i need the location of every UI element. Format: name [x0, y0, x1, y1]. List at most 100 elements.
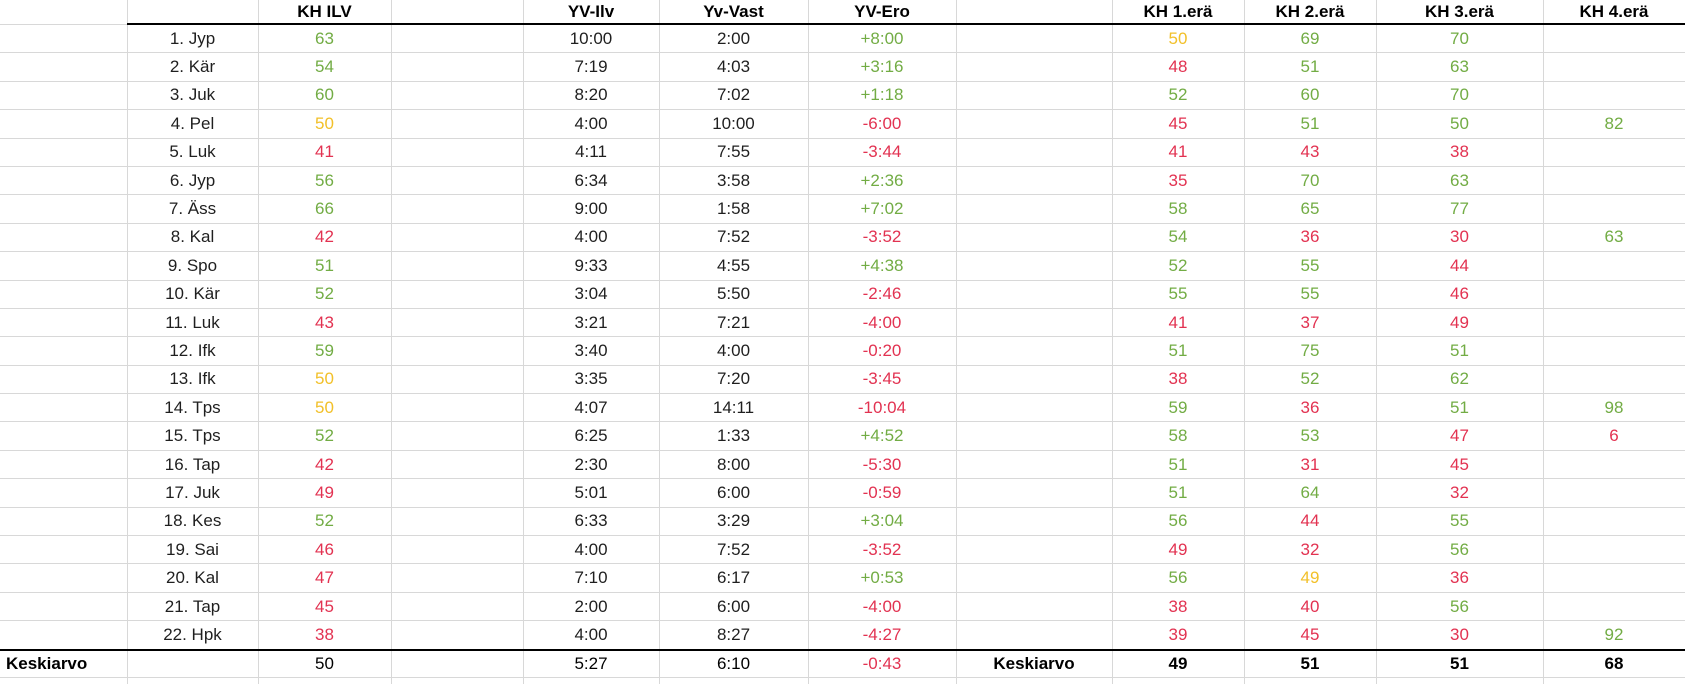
kh-era2-cell[interactable]: 52 [1244, 365, 1377, 395]
kh-era1-cell[interactable]: 41 [1112, 138, 1245, 167]
spacer-cell[interactable] [391, 365, 524, 395]
kh-era4-cell[interactable]: 98 [1543, 393, 1685, 423]
spacer-cell[interactable] [956, 336, 1113, 366]
kh-era3-cell[interactable]: 56 [1376, 535, 1544, 565]
header-corner[interactable] [0, 0, 128, 25]
kh-era2-cell[interactable]: 31 [1244, 450, 1377, 480]
row-spacer-cell[interactable] [0, 251, 128, 281]
spacer-cell[interactable] [391, 478, 524, 508]
kh-era2-cell[interactable]: 55 [1244, 280, 1377, 309]
yv-ero-cell[interactable]: +4:52 [808, 421, 957, 451]
spacer-cell[interactable] [391, 24, 524, 54]
yv-ero-cell[interactable]: -0:59 [808, 478, 957, 508]
yv-vast-cell[interactable]: 7:52 [659, 223, 809, 253]
row-spacer-cell[interactable] [0, 535, 128, 565]
team-name-cell[interactable]: 5. Luk [127, 138, 259, 167]
yv-vast-cell[interactable]: 7:02 [659, 81, 809, 111]
header-yv-ilv[interactable]: YV-Ilv [523, 0, 660, 25]
row-spacer-cell[interactable] [0, 223, 128, 253]
kh-era1-cell[interactable]: 49 [1112, 535, 1245, 565]
kh-ilv-cell[interactable]: 45 [258, 592, 392, 622]
team-name-cell[interactable]: 7. Äss [127, 194, 259, 224]
kh-era4-cell[interactable] [1543, 365, 1685, 395]
spacer-cell[interactable] [391, 280, 524, 309]
yv-ero-cell[interactable]: -6:00 [808, 109, 957, 139]
yv-vast-cell[interactable]: 5:50 [659, 280, 809, 309]
yv-ilv-cell[interactable]: 6:33 [523, 507, 660, 537]
team-name-cell[interactable]: 8. Kal [127, 223, 259, 253]
team-name-cell[interactable]: 10. Kär [127, 280, 259, 309]
kh-ilv-cell[interactable]: 41 [258, 138, 392, 167]
spacer-cell[interactable] [391, 223, 524, 253]
kh-era4-cell[interactable] [1543, 138, 1685, 167]
kh-era3-cell[interactable]: 63 [1376, 166, 1544, 196]
kh-era1-cell[interactable]: 59 [1112, 393, 1245, 423]
header-kh-era2[interactable]: KH 2.erä [1244, 0, 1377, 25]
kh-ilv-cell[interactable]: 52 [258, 280, 392, 309]
kh-ilv-cell[interactable]: 47 [258, 563, 392, 593]
kh-era1-cell[interactable]: 50 [1112, 24, 1245, 54]
spacer-cell[interactable] [956, 450, 1113, 480]
yv-ilv-cell[interactable]: 4:00 [523, 535, 660, 565]
kh-era3-cell[interactable]: 30 [1376, 620, 1544, 651]
yv-vast-cell[interactable]: 4:03 [659, 52, 809, 82]
kh-era3-cell[interactable]: 30 [1376, 223, 1544, 253]
kh-era2-cell[interactable]: 37 [1244, 308, 1377, 338]
yv-ero-cell[interactable]: -5:30 [808, 450, 957, 480]
yv-ero-cell[interactable]: +4:38 [808, 251, 957, 281]
kh-era3-cell[interactable]: 44 [1376, 251, 1544, 281]
yv-vast-cell[interactable]: 2:00 [659, 24, 809, 54]
spacer-cell[interactable] [956, 478, 1113, 508]
kh-era1-cell[interactable]: 38 [1112, 592, 1245, 622]
partial-cell[interactable] [1112, 677, 1245, 684]
kh-era3-cell[interactable]: 51 [1376, 393, 1544, 423]
team-name-cell[interactable]: 9. Spo [127, 251, 259, 281]
kh-era1-cell[interactable]: 48 [1112, 52, 1245, 82]
spacer-cell[interactable] [391, 138, 524, 167]
yv-ilv-cell[interactable]: 3:21 [523, 308, 660, 338]
yv-ero-cell[interactable]: +1:18 [808, 81, 957, 111]
spacer-cell[interactable] [956, 535, 1113, 565]
header-yv-ero[interactable]: YV-Ero [808, 0, 957, 25]
row-spacer-cell[interactable] [0, 365, 128, 395]
average-yv-vast-cell[interactable]: 6:10 [659, 648, 809, 678]
yv-ero-cell[interactable]: +2:36 [808, 166, 957, 196]
spacer-cell[interactable] [956, 592, 1113, 622]
kh-era4-cell[interactable] [1543, 336, 1685, 366]
partial-cell[interactable] [127, 677, 259, 684]
team-name-cell[interactable]: 21. Tap [127, 592, 259, 622]
kh-era3-cell[interactable]: 47 [1376, 421, 1544, 451]
kh-era4-cell[interactable]: 92 [1543, 620, 1685, 651]
row-spacer-cell[interactable] [0, 421, 128, 451]
kh-ilv-cell[interactable]: 52 [258, 507, 392, 537]
kh-era4-cell[interactable] [1543, 535, 1685, 565]
partial-cell[interactable] [1244, 677, 1377, 684]
yv-vast-cell[interactable]: 6:00 [659, 592, 809, 622]
spacer-cell[interactable] [391, 507, 524, 537]
kh-era4-cell[interactable] [1543, 280, 1685, 309]
kh-era2-cell[interactable]: 64 [1244, 478, 1377, 508]
header-kh-ilv[interactable]: KH ILV [258, 0, 392, 25]
average-kh-era4-cell[interactable]: 68 [1543, 648, 1685, 678]
yv-ero-cell[interactable]: +8:00 [808, 24, 957, 54]
kh-ilv-cell[interactable]: 38 [258, 620, 392, 651]
row-spacer-cell[interactable] [0, 478, 128, 508]
footer-spacer-cell[interactable] [127, 648, 259, 678]
average-label-left[interactable]: Keskiarvo [0, 648, 128, 678]
yv-ero-cell[interactable]: -4:00 [808, 308, 957, 338]
spacer-cell[interactable] [391, 308, 524, 338]
kh-era3-cell[interactable]: 49 [1376, 308, 1544, 338]
yv-ilv-cell[interactable]: 2:00 [523, 592, 660, 622]
yv-vast-cell[interactable]: 6:17 [659, 563, 809, 593]
spacer-cell[interactable] [956, 421, 1113, 451]
yv-ero-cell[interactable]: -3:52 [808, 535, 957, 565]
spacer-cell[interactable] [956, 393, 1113, 423]
partial-cell[interactable] [1376, 677, 1544, 684]
kh-era4-cell[interactable] [1543, 81, 1685, 111]
kh-era2-cell[interactable]: 60 [1244, 81, 1377, 111]
row-spacer-cell[interactable] [0, 24, 128, 54]
kh-era3-cell[interactable]: 38 [1376, 138, 1544, 167]
kh-era2-cell[interactable]: 40 [1244, 592, 1377, 622]
kh-era3-cell[interactable]: 77 [1376, 194, 1544, 224]
team-name-cell[interactable]: 12. Ifk [127, 336, 259, 366]
